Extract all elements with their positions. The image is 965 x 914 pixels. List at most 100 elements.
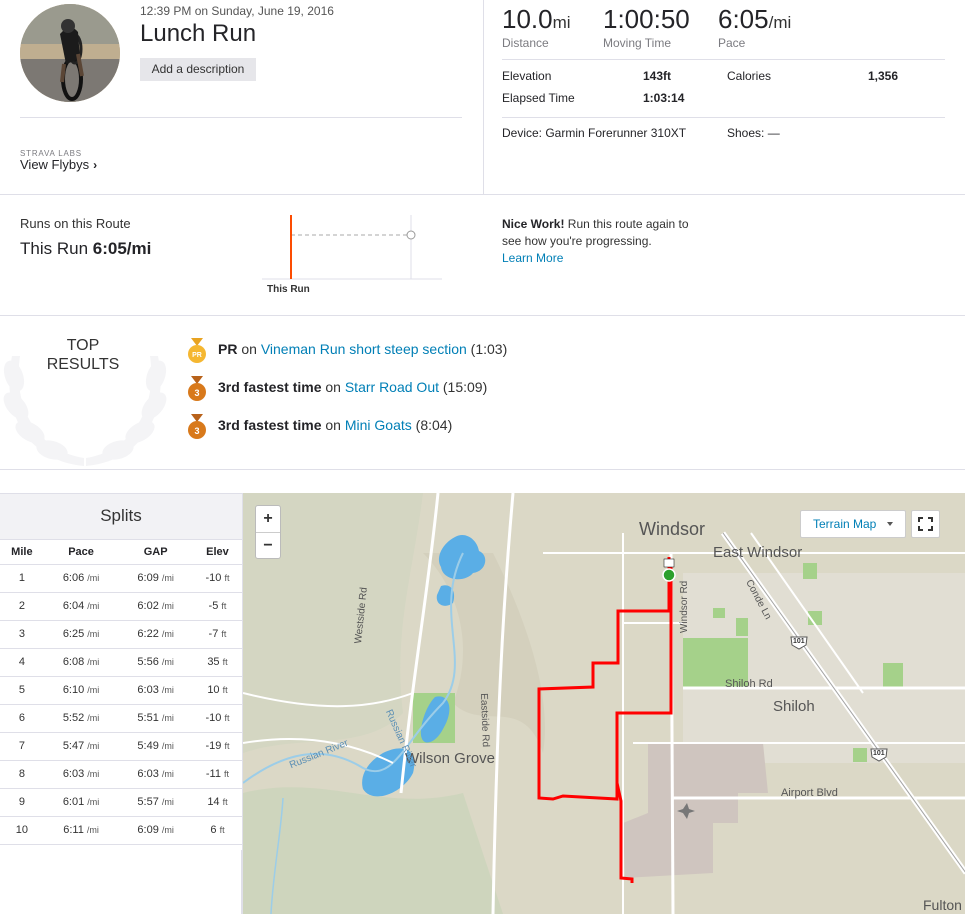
col-mile: Mile xyxy=(0,540,44,565)
route-finish-flag-icon[interactable] xyxy=(663,558,675,568)
split-pace: 6:08 /mi xyxy=(43,648,119,677)
split-elev-unit: ft xyxy=(224,769,230,779)
split-row[interactable]: 7 5:47 /mi 5:49 /mi -19 ft xyxy=(0,732,242,761)
segment-link[interactable]: Mini Goats xyxy=(344,417,412,433)
athlete-avatar[interactable] xyxy=(20,4,120,102)
elevation-label: Elevation xyxy=(502,69,552,83)
map-label-east-windsor: East Windsor xyxy=(713,544,803,561)
split-elev: 6 ft xyxy=(192,816,242,845)
split-elev: -11 ft xyxy=(192,760,242,789)
route-history-chart xyxy=(262,215,442,280)
split-elev-value: 35 xyxy=(207,656,220,668)
split-pace-value: 6:10 xyxy=(62,684,85,696)
split-row[interactable]: 10 6:11 /mi 6:09 /mi 6 ft xyxy=(0,816,242,845)
achievement-title: 3rd fastest time xyxy=(218,417,322,433)
route-start-marker[interactable] xyxy=(662,568,676,582)
this-run-label: This Run xyxy=(20,239,89,258)
route-map[interactable]: Windsor East Windsor Shiloh Shiloh Rd Wi… xyxy=(242,493,965,914)
route-title: Runs on this Route xyxy=(20,216,131,231)
zoom-in-button[interactable]: + xyxy=(263,510,273,527)
split-elev-unit: ft xyxy=(222,797,228,807)
distance-value: 10.0 xyxy=(502,4,553,34)
chevron-right-icon: › xyxy=(93,158,98,172)
activity-header: 12:39 PM on Sunday, June 19, 2016 Lunch … xyxy=(0,0,484,194)
this-run-marker[interactable] xyxy=(290,215,292,279)
split-gap: 6:09 /mi xyxy=(118,816,193,845)
top-results-line2: RESULTS xyxy=(46,356,120,373)
map-canvas[interactable] xyxy=(243,493,965,914)
split-row[interactable]: 3 6:25 /mi 6:22 /mi -7 ft xyxy=(0,620,242,649)
split-elev: -19 ft xyxy=(192,732,242,761)
split-mile-value: 5 xyxy=(18,684,25,696)
split-mile: 2 xyxy=(0,592,44,621)
fullscreen-button[interactable] xyxy=(911,510,940,538)
split-row[interactable]: 2 6:04 /mi 6:02 /mi -5 ft xyxy=(0,592,242,621)
moving-time-value: 1:00:50 xyxy=(603,4,690,34)
split-pace-value: 5:52 xyxy=(62,712,85,724)
bronze-medal-icon: 3 xyxy=(188,414,206,439)
split-pace-unit: /mi xyxy=(87,713,100,723)
split-gap: 6:22 /mi xyxy=(118,620,193,649)
split-gap: 6:03 /mi xyxy=(118,676,193,705)
learn-more-link[interactable]: Learn More xyxy=(502,251,564,265)
split-pace-value: 6:01 xyxy=(62,796,85,808)
pace-label: Pace xyxy=(718,36,746,50)
split-row[interactable]: 9 6:01 /mi 5:57 /mi 14 ft xyxy=(0,788,242,817)
highway-shield-icon xyxy=(790,636,888,762)
highway-label: 101 xyxy=(873,750,885,757)
elevation-value: 143ft xyxy=(643,69,672,83)
achievement-connector: on xyxy=(237,341,261,357)
split-pace-value: 6:03 xyxy=(62,768,85,780)
split-row[interactable]: 1 6:06 /mi 6:09 /mi -10 ft xyxy=(0,564,242,593)
view-flybys-label: View Flybys xyxy=(20,157,90,172)
split-elev-value: -11 xyxy=(205,768,221,780)
split-elev-unit: ft xyxy=(224,741,230,751)
zoom-out-button[interactable]: − xyxy=(256,532,280,558)
calories-value: 1,356 xyxy=(868,69,899,83)
split-gap-value: 5:57 xyxy=(137,796,159,808)
split-gap: 6:09 /mi xyxy=(118,564,193,593)
split-row[interactable]: 8 6:03 /mi 6:03 /mi -11 ft xyxy=(0,760,242,789)
split-row[interactable]: 4 6:08 /mi 5:56 /mi 35 ft xyxy=(0,648,242,677)
split-pace-unit: /mi xyxy=(87,573,100,583)
medal-rank: 3 xyxy=(194,426,199,436)
bronze-medal-icon: 3 xyxy=(188,376,206,401)
split-gap: 5:56 /mi xyxy=(118,648,193,677)
achievement-connector: on xyxy=(321,417,345,433)
medal-rank: 3 xyxy=(194,388,199,398)
stat-distance: 10.0mi Distance xyxy=(502,4,571,50)
add-description-button[interactable]: Add a description xyxy=(140,58,256,81)
split-gap-unit: /mi xyxy=(161,741,174,751)
split-gap: 6:02 /mi xyxy=(118,592,193,621)
elapsed-time-label: Elapsed Time xyxy=(502,91,575,105)
split-mile-value: 3 xyxy=(18,628,25,640)
split-pace: 6:25 /mi xyxy=(43,620,119,649)
split-elev-unit: ft xyxy=(221,629,227,639)
map-type-dropdown[interactable]: Terrain Map xyxy=(800,510,906,538)
top-results-label: TOP RESULTS xyxy=(28,336,138,374)
top-results: TOP RESULTS PR PR on Vineman Run short s… xyxy=(0,316,965,470)
view-flybys-link[interactable]: View Flybys › xyxy=(20,157,97,172)
map-label-airport-blvd: Airport Blvd xyxy=(781,787,838,799)
pace-value: 6:05 xyxy=(718,4,769,34)
segment-link[interactable]: Vineman Run short steep section xyxy=(260,341,467,357)
split-elev: 10 ft xyxy=(192,676,242,705)
achievement-connector: on xyxy=(321,379,345,395)
achievement-time: (8:04) xyxy=(411,417,453,433)
split-pace: 5:47 /mi xyxy=(43,732,119,761)
split-row[interactable]: 5 6:10 /mi 6:03 /mi 10 ft xyxy=(0,676,242,705)
split-gap-unit: /mi xyxy=(161,685,174,695)
route-run-point[interactable] xyxy=(406,230,416,240)
split-pace-value: 6:11 xyxy=(63,824,84,836)
route-chart-axis-label: This Run xyxy=(267,284,310,295)
split-elev-value: 10 xyxy=(207,684,220,696)
split-mile: 3 xyxy=(0,620,44,649)
split-gap-unit: /mi xyxy=(161,573,174,583)
split-row[interactable]: 6 5:52 /mi 5:51 /mi -10 ft xyxy=(0,704,242,733)
col-pace: Pace xyxy=(43,540,119,565)
segment-link[interactable]: Starr Road Out xyxy=(344,379,439,395)
split-mile-value: 4 xyxy=(18,656,25,668)
split-mile-value: 10 xyxy=(15,824,28,836)
col-elev: Elev xyxy=(192,540,242,565)
activity-title: Lunch Run xyxy=(140,20,257,47)
